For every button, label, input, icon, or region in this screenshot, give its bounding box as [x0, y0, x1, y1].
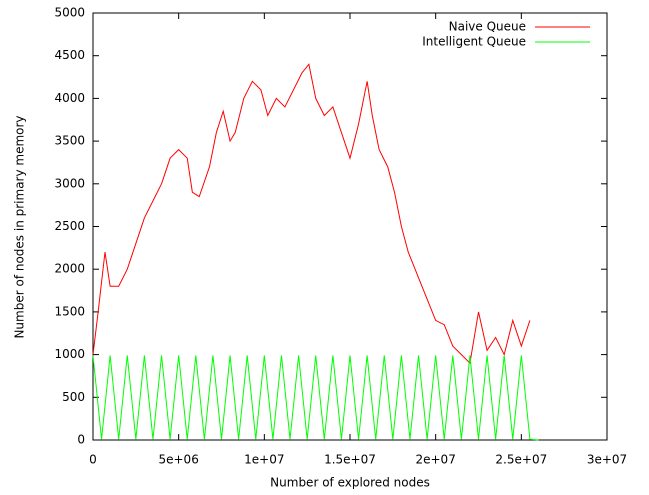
y-tick-label: 0	[77, 433, 85, 447]
y-tick-label: 3000	[54, 176, 85, 190]
series-line	[92, 355, 539, 441]
legend-label: Intelligent Queue	[422, 35, 526, 49]
y-tick-label: 1000	[54, 347, 85, 361]
x-tick-label: 2.5e+07	[495, 453, 547, 467]
x-tick-label: 2e+07	[415, 453, 455, 467]
y-tick-label: 3500	[54, 134, 85, 148]
y-tick-label: 2000	[54, 262, 85, 276]
x-tick-label: 1.5e+07	[324, 453, 376, 467]
y-axis-label: Number of nodes in primary memory	[13, 115, 27, 338]
series-line	[92, 63, 531, 365]
x-tick-label: 3e+07	[587, 453, 627, 467]
y-tick-label: 5000	[54, 6, 85, 20]
y-tick-label: 4500	[54, 48, 85, 62]
plot-frame	[92, 12, 608, 441]
y-tick-label: 2500	[54, 219, 85, 233]
legend-label: Naive Queue	[449, 20, 526, 34]
y-tick-label: 1500	[54, 304, 85, 318]
x-axis-label: Number of explored nodes	[270, 476, 430, 490]
x-tick-label: 5e+06	[158, 453, 198, 467]
x-tick-label: 1e+07	[244, 453, 284, 467]
x-tick-label: 0	[89, 453, 97, 467]
y-tick-label: 500	[62, 390, 85, 404]
y-tick-label: 4000	[54, 91, 85, 105]
